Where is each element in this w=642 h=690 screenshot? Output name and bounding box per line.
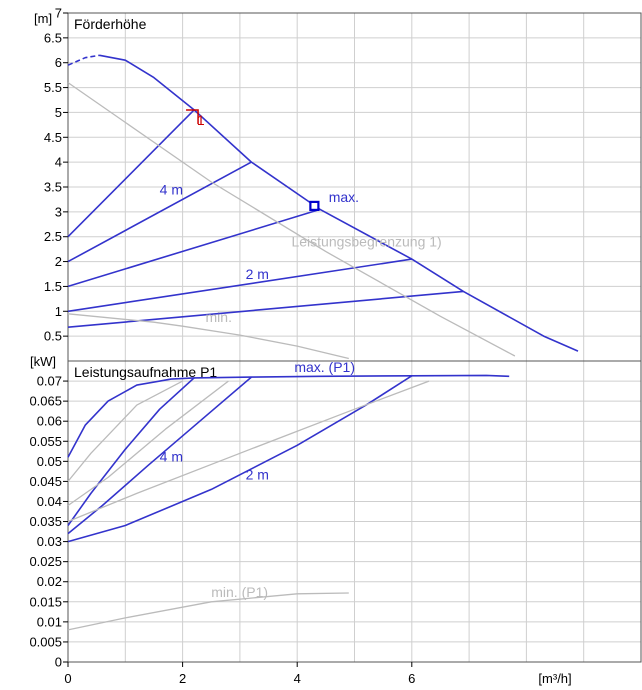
series-4-m: [67, 377, 195, 526]
series-4-m: [67, 161, 252, 263]
y-tick-label: 0.025: [29, 554, 62, 569]
series-min-p1: [67, 592, 349, 631]
x-unit-label: [m³/h]: [538, 671, 571, 686]
y-unit-label: [m]: [34, 11, 52, 26]
series-line: [67, 380, 229, 507]
y-tick-label: 0.01: [37, 614, 62, 629]
y-tick-label: 2: [55, 254, 62, 269]
y-tick-label: 0.045: [29, 474, 62, 489]
y-unit-label: [kW]: [30, 354, 56, 369]
panel-title: Leistungsaufnahme P1: [74, 364, 217, 380]
y-tick-label: 5: [55, 105, 62, 120]
head-panel: 0.5 1 1.5 2 2.5 3 3.5 4 4.5 5 5.5 6 6.5 7[m] Förderhöh…: [34, 6, 642, 362]
series-2-m: [67, 375, 413, 543]
limit-marker: [186, 109, 199, 124]
series-4-m: [67, 109, 195, 238]
y-tick-label: 1: [55, 304, 62, 319]
y-tick-label: 6: [55, 55, 62, 70]
y-tick-label: 0.065: [29, 394, 62, 409]
y-tick-label: 0.04: [37, 494, 62, 509]
y-tick-label: 1.5: [44, 279, 62, 294]
y-tick-label: 2.5: [44, 229, 62, 244]
panel-title: Förderhöhe: [74, 16, 147, 32]
y-tick-label: 0.005: [29, 634, 62, 649]
y-tick-label: 0.5: [44, 329, 62, 344]
series-line: [67, 208, 321, 288]
y-tick-label: 0.06: [37, 414, 62, 429]
curve-label: min.: [206, 309, 232, 325]
series-line: [67, 380, 183, 482]
curve-label: 1: [197, 112, 205, 128]
x-tick-label: 4: [294, 671, 301, 686]
series-max-p1: [67, 374, 510, 458]
curve-label: max. (P1): [294, 359, 355, 375]
y-tick-label: 0.055: [29, 434, 62, 449]
panel-frame: [67, 360, 642, 663]
series-leistungsbegrenzung-1: [67, 82, 516, 357]
curve-label: 2 m: [246, 266, 269, 282]
series-4-m: [67, 376, 252, 535]
y-tick-label: 0.02: [37, 574, 62, 589]
y-tick-label: 0: [55, 655, 62, 670]
y-tick-label: 4.5: [44, 130, 62, 145]
curve-label: 2 m: [246, 466, 269, 482]
curve-label: min. (P1): [211, 584, 268, 600]
curve-label: 4 m: [160, 448, 183, 464]
y-tick-label: 3: [55, 204, 62, 219]
series-line: [67, 380, 430, 523]
series-max-dashed: [67, 54, 100, 66]
y-tick-label: 0.07: [37, 374, 62, 389]
x-tick-label: 0: [64, 671, 71, 686]
y-tick-label: 0.05: [37, 454, 62, 469]
y-tick-label: 3.5: [44, 180, 62, 195]
curve-label: max.: [329, 189, 359, 205]
power-panel: 0 0.005 0.01 0.015 0.02 0.025 0.03 0.035 0.04 0.0…: [29, 354, 642, 670]
y-tick-label: 4: [55, 155, 62, 170]
y-tick-label: 5.5: [44, 80, 62, 95]
curve-label: 4 m: [160, 181, 183, 197]
y-tick-label: 0.03: [37, 534, 62, 549]
max-point-marker: [309, 200, 320, 211]
x-tick-label: 2: [179, 671, 186, 686]
series-min: [67, 313, 349, 360]
series-max: [99, 54, 579, 352]
y-tick-label: 6.5: [44, 30, 62, 45]
y-tick-label: 0.015: [29, 594, 62, 609]
x-tick-label: 6: [408, 671, 415, 686]
curve-label: Leistungsbegrenzung 1): [291, 234, 441, 250]
y-tick-label: 0.035: [29, 514, 62, 529]
series-line: [67, 290, 464, 328]
y-tick-label: 7: [55, 6, 62, 21]
